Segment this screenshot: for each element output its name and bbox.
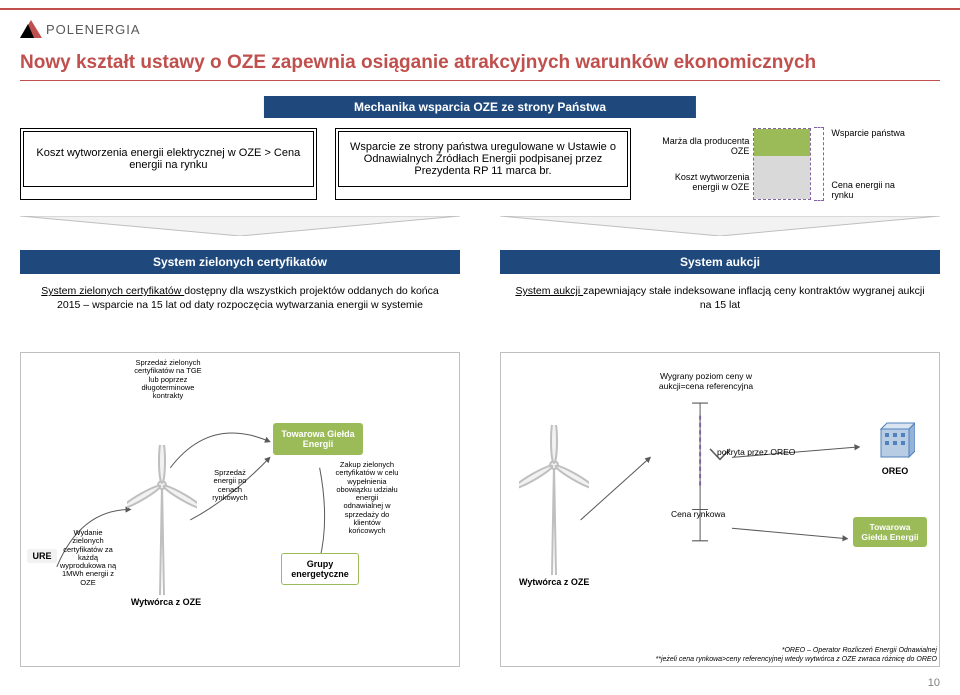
bar-margin [754, 129, 810, 156]
page-title: Nowy kształt ustawy o OZE zapewnia osiąg… [20, 52, 816, 74]
auction-col: System aukcji System aukcji zapewniający… [500, 250, 940, 316]
auction-rest: zapewniający stałe indeksowane inflacją … [583, 285, 924, 311]
logo-text: POLENERGIA [46, 22, 141, 37]
bracket-icon [814, 127, 824, 201]
wind-turbine-icon [127, 445, 197, 595]
ure-desc: Wydanie zielonych certyfikatów za każdą … [57, 529, 119, 587]
chart-right-labels: Wsparcie państwa Cena energii na rynku [815, 128, 915, 200]
auction-diagram: Wytwórca z OZE Wygrany poziom ceny w auk… [500, 352, 940, 667]
title-underline [20, 80, 940, 81]
top-row: Koszt wytworzenia energii elektrycznej w… [20, 128, 940, 200]
bar-cost [754, 156, 810, 199]
oreo-block: OREO [869, 419, 921, 476]
cena-rynkowa-label: Cena rynkowa [671, 509, 725, 519]
support-box-text: Wsparcie ze strony państwa uregulowane w… [338, 131, 629, 187]
wind-turbine-icon-right [519, 425, 589, 575]
footnote-2: **jeżeli cena rynkowa>ceny referencyjnej… [503, 656, 937, 664]
auction-body: System aukcji zapewniający stałe indekso… [500, 274, 940, 316]
chart-label-margin: Marża dla producenta OZE [649, 136, 749, 156]
margin-chart: Marża dla producenta OZE Koszt wytworzen… [649, 128, 940, 200]
triangle-right [500, 216, 940, 236]
support-box: Wsparcie ze strony państwa uregulowane w… [335, 128, 632, 200]
page-number: 10 [928, 677, 940, 689]
sprzedaz-energii: Sprzedaż energii po cenach rynkowych [203, 469, 257, 502]
systems-row: System zielonych certyfikatów System zie… [20, 250, 940, 316]
triangle-row [20, 216, 940, 236]
ure-block: URE [27, 549, 57, 563]
top-rule [0, 8, 960, 10]
chart-left-labels: Marża dla producenta OZE Koszt wytworzen… [649, 128, 749, 200]
green-cert-underline: System zielonych certyfikatów [41, 285, 184, 297]
zakup-desc: Zakup zielonych certyfikatów w celu wype… [335, 461, 399, 535]
grupy-box: Grupy energetyczne [281, 553, 359, 585]
stacked-bar [753, 128, 811, 200]
price-top-label: Wygrany poziom ceny w aukcji=cena refere… [641, 371, 771, 391]
green-cert-col: System zielonych certyfikatów System zie… [20, 250, 460, 316]
diagrams: URE Wydanie zielonych certyfikatów za ka… [20, 352, 940, 667]
tge-box-left: Towarowa Giełda Energii [273, 423, 363, 455]
subtitle: Mechanika wsparcia OZE ze strony Państwa [264, 96, 696, 118]
chart-label-support: Wsparcie państwa [831, 128, 915, 138]
auction-head: System aukcji [500, 250, 940, 274]
logo-icon [20, 20, 42, 38]
wytworca-label-left: Wytwórca z OZE [121, 597, 211, 607]
chart-label-cost: Koszt wytworzenia energii w OZE [649, 172, 749, 192]
pokryta-label: pokryta przez OREO [717, 447, 795, 457]
chart-label-price: Cena energii na rynku [831, 180, 915, 200]
auction-underline: System aukcji [515, 285, 583, 297]
building-icon [875, 419, 915, 459]
cost-box-text: Koszt wytworzenia energii elektrycznej w… [23, 131, 314, 187]
cost-box: Koszt wytworzenia energii elektrycznej w… [20, 128, 317, 200]
triangle-left [20, 216, 460, 236]
footnote-1: *OREO – Operator Rozliczeń Energii Odnaw… [503, 647, 937, 655]
tge-box-right: Towarowa Giełda Energii [853, 517, 927, 547]
green-cert-diagram: URE Wydanie zielonych certyfikatów za ka… [20, 352, 460, 667]
wytworca-label-right: Wytwórca z OZE [519, 577, 589, 587]
logo: POLENERGIA [20, 20, 141, 38]
sprzedaz-cert: Sprzedaż zielonych certyfikatów na TGE l… [129, 359, 207, 400]
oreo-label: OREO [869, 466, 921, 476]
green-cert-body: System zielonych certyfikatów dostępny d… [20, 274, 460, 316]
footnotes: *OREO – Operator Rozliczeń Energii Odnaw… [503, 647, 937, 664]
ure-chip: URE [27, 549, 57, 563]
green-cert-head: System zielonych certyfikatów [20, 250, 460, 274]
